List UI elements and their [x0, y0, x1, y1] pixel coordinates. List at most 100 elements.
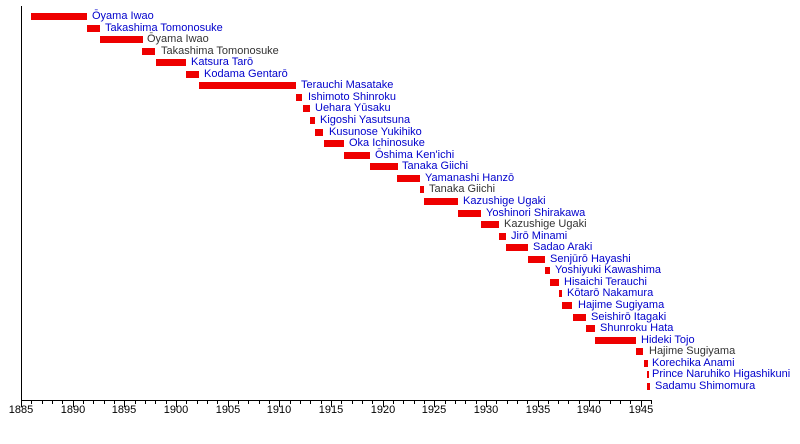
term-bar	[559, 290, 562, 297]
x-axis-minor-tick	[620, 400, 621, 404]
minister-link[interactable]: Kōtarō Nakamura	[567, 287, 654, 299]
minister-link[interactable]: Kigoshi Yasutsuna	[320, 114, 411, 126]
minister-link[interactable]: Kusunose Yukihiko	[329, 126, 422, 138]
x-axis-minor-tick	[393, 400, 394, 404]
x-axis-minor-tick	[52, 400, 53, 404]
minister-link[interactable]: Uehara Yūsaku	[315, 102, 391, 114]
x-axis-major-tick	[538, 400, 539, 407]
minister-link[interactable]: Seishirō Itagaki	[591, 311, 667, 323]
term-bar	[647, 383, 650, 390]
x-axis-minor-tick	[527, 400, 528, 404]
x-axis-major-tick	[486, 400, 487, 407]
minister-link[interactable]: Sadao Araki	[533, 241, 593, 253]
x-axis-major-tick	[176, 400, 177, 407]
minister-link[interactable]: Hideki Tojo	[641, 334, 695, 346]
term-bar	[324, 140, 344, 147]
minister-link[interactable]: Kodama Gentarō	[204, 68, 288, 80]
minister-link[interactable]: Yamanashi Hanzō	[425, 172, 515, 184]
x-axis-minor-tick	[217, 400, 218, 404]
x-axis-minor-tick	[558, 400, 559, 404]
x-axis-minor-tick	[290, 400, 291, 404]
x-axis-minor-tick	[362, 400, 363, 404]
term-bar	[550, 279, 559, 286]
x-axis-minor-tick	[445, 400, 446, 404]
x-axis-minor-tick	[579, 400, 580, 404]
x-axis-year-label: 1935	[525, 404, 551, 416]
term-bar	[31, 13, 87, 20]
x-axis-minor-tick	[93, 400, 94, 404]
x-axis-minor-tick	[145, 400, 146, 404]
x-axis-major-tick	[279, 400, 280, 407]
minister-link[interactable]: Korechika Anami	[652, 357, 735, 369]
minister-link[interactable]: Takashima Tomonosuke	[105, 22, 223, 34]
x-axis-minor-tick	[310, 400, 311, 404]
term-bar	[573, 314, 586, 321]
minister-link[interactable]: Ōyama Iwao	[92, 10, 154, 22]
minister-link[interactable]: Sadamu Shimomura	[655, 380, 756, 392]
term-bar	[303, 105, 310, 112]
term-bar	[397, 175, 420, 182]
x-axis-minor-tick	[548, 400, 549, 404]
term-bar	[595, 337, 636, 344]
x-axis-minor-tick	[352, 400, 353, 404]
term-bar	[636, 348, 643, 355]
x-axis-minor-tick	[166, 400, 167, 404]
x-axis-year-label: 1945	[628, 404, 654, 416]
term-bar	[481, 221, 499, 228]
term-bar	[156, 59, 186, 66]
term-bar	[499, 233, 506, 240]
x-axis-year-label: 1940	[576, 404, 602, 416]
x-axis-major-tick	[641, 400, 642, 407]
minister-link[interactable]: Terauchi Masatake	[301, 79, 394, 91]
x-axis-minor-tick	[259, 400, 260, 404]
x-axis-minor-tick	[135, 400, 136, 404]
minister-label: Takashima Tomonosuke	[161, 45, 279, 57]
x-axis-major-tick	[434, 400, 435, 407]
minister-link[interactable]: Tanaka Giichi	[402, 160, 469, 172]
x-axis-minor-tick	[83, 400, 84, 404]
minister-link[interactable]: Oka Ichinosuke	[349, 137, 425, 149]
minister-link[interactable]: Senjūrō Hayashi	[550, 253, 631, 265]
minister-link[interactable]: Ishimoto Shinroku	[308, 91, 397, 103]
x-axis-year-label: 1920	[370, 404, 396, 416]
x-axis-major-tick	[383, 400, 384, 407]
x-axis-major-tick	[228, 400, 229, 407]
x-axis-year-label: 1885	[8, 404, 34, 416]
x-axis-minor-tick	[610, 400, 611, 404]
x-axis-minor-tick	[599, 400, 600, 404]
term-bar	[528, 256, 545, 263]
term-bar	[545, 267, 550, 274]
x-axis-major-tick	[124, 400, 125, 407]
minister-link[interactable]: Hajime Sugiyama	[578, 299, 665, 311]
x-axis-minor-tick	[517, 400, 518, 404]
x-axis-minor-tick	[31, 400, 32, 404]
minister-label: Ōyama Iwao	[147, 33, 209, 45]
x-axis-minor-tick	[568, 400, 569, 404]
x-axis-minor-tick	[476, 400, 477, 404]
term-bar	[87, 25, 100, 32]
x-axis-minor-tick	[104, 400, 105, 404]
minister-link[interactable]: Katsura Tarō	[191, 56, 254, 68]
term-bar	[420, 186, 424, 193]
x-axis-minor-tick	[403, 400, 404, 404]
x-axis-minor-tick	[155, 400, 156, 404]
term-bar	[370, 163, 398, 170]
term-bar	[100, 36, 143, 43]
minister-link[interactable]: Hisaichi Terauchi	[564, 276, 647, 288]
minister-link[interactable]: Yoshiyuki Kawashima	[555, 264, 661, 276]
minister-label: Kazushige Ugaki	[504, 218, 587, 230]
minister-link[interactable]: Shunroku Hata	[600, 322, 674, 334]
x-axis-minor-tick	[248, 400, 249, 404]
y-axis-line	[21, 6, 22, 400]
x-axis-minor-tick	[321, 400, 322, 404]
x-axis-minor-tick	[424, 400, 425, 404]
x-axis-minor-tick	[62, 400, 63, 404]
term-bar	[186, 71, 199, 78]
x-axis-minor-tick	[455, 400, 456, 404]
minister-link[interactable]: Jirō Minami	[511, 230, 568, 242]
minister-link[interactable]: Ōshima Ken'ichi	[375, 149, 455, 161]
x-axis-minor-tick	[341, 400, 342, 404]
minister-link[interactable]: Kazushige Ugaki	[463, 195, 546, 207]
minister-link[interactable]: Yoshinori Shirakawa	[486, 207, 586, 219]
minister-link[interactable]: Prince Naruhiko Higashikuni	[652, 368, 791, 380]
